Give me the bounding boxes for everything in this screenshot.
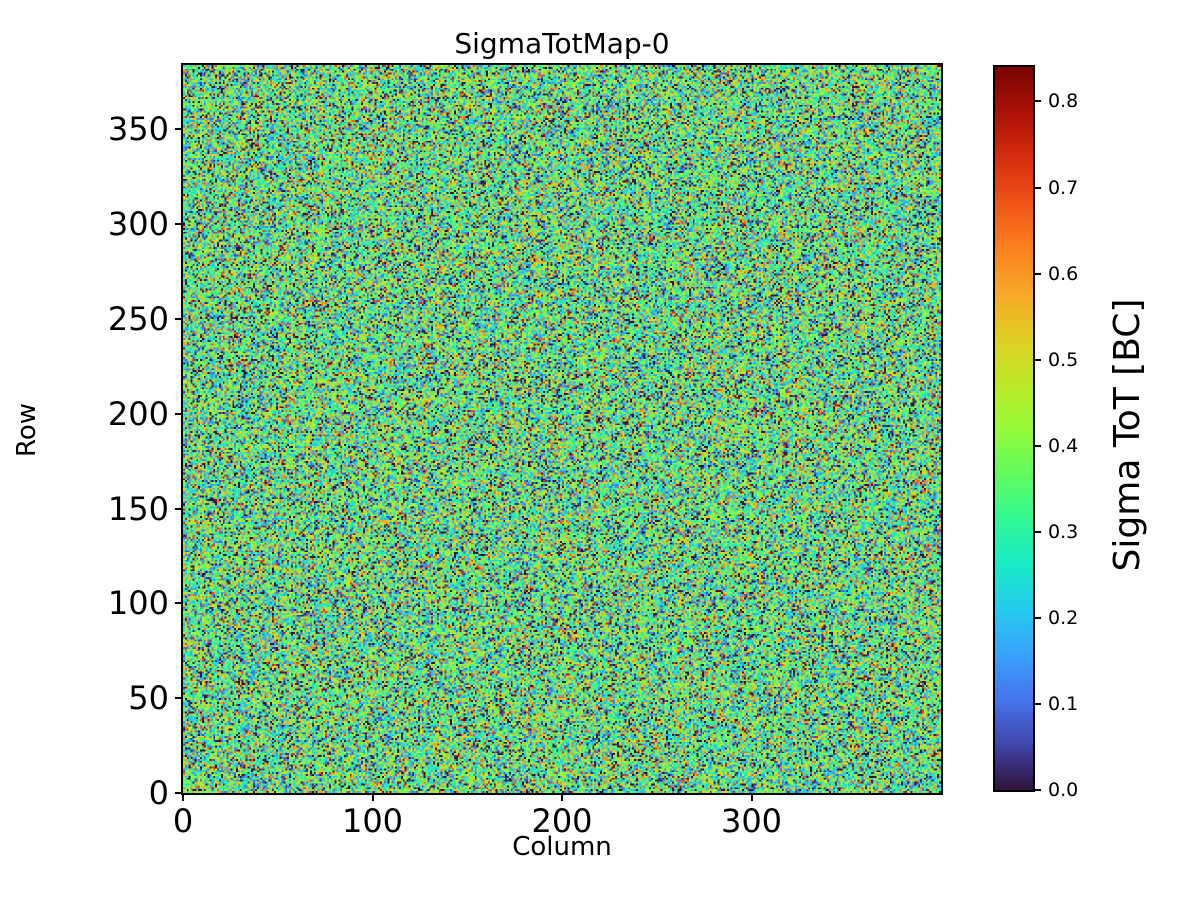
colorbar-tick	[1033, 702, 1041, 705]
colorbar-tick-label: 0.6	[1048, 262, 1079, 285]
x-tick-label: 0	[172, 802, 194, 840]
y-tick-label: 250	[107, 300, 169, 339]
colorbar-tick-label: 0.5	[1048, 348, 1079, 371]
y-tick	[175, 697, 183, 700]
x-tick	[182, 793, 184, 801]
y-tick	[175, 507, 183, 510]
colorbar-tick	[1033, 100, 1041, 103]
y-tick	[175, 318, 183, 321]
y-tick-label: 50	[128, 679, 169, 718]
colorbar-tick-label: 0.4	[1048, 434, 1079, 457]
colorbar-tick-label: 0.2	[1048, 606, 1079, 629]
colorbar	[993, 65, 1035, 792]
x-tick	[371, 793, 374, 801]
x-axis-label: Column	[512, 832, 612, 862]
colorbar-tick	[1033, 530, 1041, 533]
colorbar-tick	[1033, 789, 1041, 791]
chart-title: SigmaTotMap-0	[454, 27, 670, 60]
colorbar-tick-label: 0.8	[1048, 90, 1079, 113]
colorbar-tick	[1033, 444, 1041, 447]
colorbar-label: Sigma ToT [BC]	[1107, 298, 1148, 572]
colorbar-tick-label: 0.3	[1048, 520, 1079, 543]
colorbar-tick-label: 0.0	[1048, 779, 1079, 801]
colorbar-tick-label: 0.7	[1048, 176, 1079, 199]
x-tick	[561, 793, 563, 801]
y-axis-label: Row	[12, 402, 42, 458]
y-tick	[175, 128, 183, 131]
y-tick-label: 100	[107, 584, 169, 623]
colorbar-tick	[1033, 272, 1041, 275]
y-tick-label: 150	[107, 489, 169, 528]
heatmap-canvas	[183, 65, 941, 793]
y-tick-label: 350	[107, 110, 169, 149]
y-tick-label: 300	[107, 205, 169, 244]
colorbar-tick	[1033, 186, 1041, 189]
x-tick-label: 100	[341, 802, 404, 840]
x-tick	[750, 793, 753, 801]
y-tick-label: 0	[148, 774, 169, 812]
colorbar-gradient	[995, 67, 1033, 790]
colorbar-tick	[1033, 358, 1041, 361]
y-tick	[175, 223, 183, 226]
colorbar-tick-label: 0.1	[1048, 692, 1079, 715]
heatmap-plot-area	[181, 63, 943, 795]
colorbar-tick	[1033, 616, 1041, 619]
x-tick-label: 200	[531, 802, 593, 840]
y-tick	[175, 602, 183, 605]
y-tick-label: 200	[107, 394, 169, 433]
y-tick	[175, 412, 183, 415]
y-tick	[175, 792, 183, 794]
x-tick-label: 300	[720, 802, 783, 840]
